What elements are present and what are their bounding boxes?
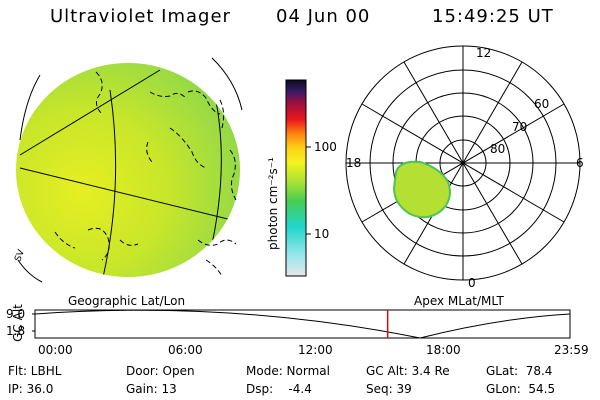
time-tick-1200: 12:00 bbox=[298, 343, 333, 357]
mlat-label-80: 80 bbox=[490, 142, 506, 156]
time-tick-1800: 18:00 bbox=[426, 343, 461, 357]
time-tick-2359: 23:59 bbox=[554, 343, 589, 357]
date-label: 04 Jun 00 bbox=[276, 6, 371, 27]
altitude-curve bbox=[34, 309, 571, 339]
geo-caption: Geographic Lat/Lon bbox=[68, 294, 186, 308]
region-label: SV bbox=[13, 248, 27, 263]
uv-disk bbox=[16, 63, 240, 277]
auroral-oval bbox=[392, 160, 451, 219]
mlt-label-12: 12 bbox=[476, 46, 492, 60]
dsp-readout: Dsp: -4.4 bbox=[246, 382, 312, 396]
grid-line bbox=[19, 167, 240, 223]
geo-image-panel bbox=[16, 57, 243, 283]
grid-line bbox=[99, 89, 117, 277]
time-label: 15:49:25 UT bbox=[432, 6, 554, 27]
polar-caption: Apex MLat/MLT bbox=[414, 294, 504, 308]
mlat-label-60: 60 bbox=[534, 97, 550, 111]
timeline-frame bbox=[34, 309, 571, 339]
colorbar bbox=[285, 79, 307, 277]
gc-alt-readout: GC Alt: 3.4 Re bbox=[366, 364, 450, 378]
seq-readout: Seq: 39 bbox=[366, 382, 412, 396]
instrument-title: Ultraviolet Imager bbox=[50, 6, 231, 27]
glon-readout: GLon: 54.5 bbox=[486, 382, 556, 396]
mode-readout: Mode: Normal bbox=[246, 364, 330, 378]
mlt-label-6: 6 bbox=[576, 156, 584, 170]
time-tick-0600: 06:00 bbox=[168, 343, 203, 357]
glat-readout: GLat: 78.4 bbox=[486, 364, 553, 378]
door-readout: Door: Open bbox=[126, 364, 195, 378]
polar-plot bbox=[345, 45, 581, 281]
timeline-ytick-1-8: 1.8 bbox=[6, 324, 26, 338]
grid-line bbox=[19, 69, 161, 156]
colorbar-unit-label: photon cm⁻²s⁻¹ bbox=[266, 157, 280, 250]
ip-readout: IP: 36.0 bbox=[8, 382, 54, 396]
gain-readout: Gain: 13 bbox=[126, 382, 177, 396]
colorbar-tick-100: 100 bbox=[314, 140, 337, 154]
timeline-ytick-9: 9.0 bbox=[6, 307, 26, 321]
mlat-label-70: 70 bbox=[512, 120, 528, 134]
coastlines bbox=[54, 71, 237, 277]
colorbar-tick-10: 10 bbox=[314, 227, 330, 241]
mlt-label-0: 0 bbox=[468, 276, 476, 290]
time-tick-0000: 00:00 bbox=[38, 343, 73, 357]
mlt-label-18: 18 bbox=[346, 156, 362, 170]
filter-readout: Flt: LBHL bbox=[8, 364, 62, 378]
